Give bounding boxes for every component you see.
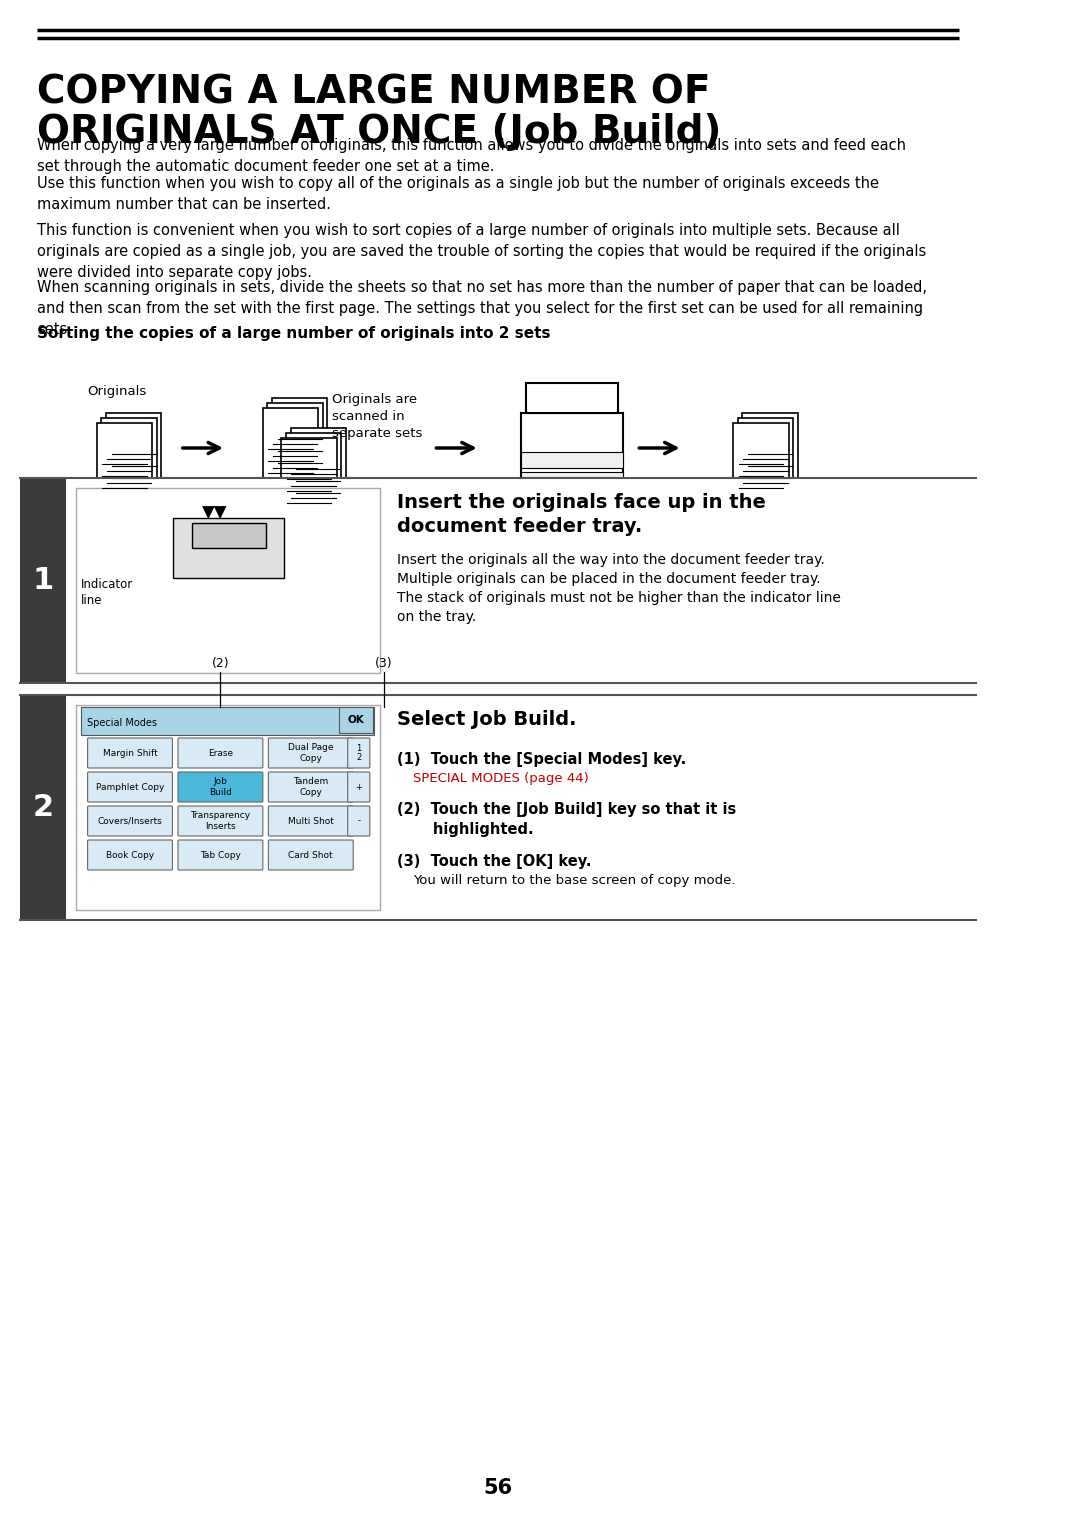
Bar xyxy=(21,695,66,920)
FancyBboxPatch shape xyxy=(733,423,788,503)
Text: You will return to the base screen of copy mode.: You will return to the base screen of co… xyxy=(414,874,735,886)
FancyBboxPatch shape xyxy=(178,840,262,869)
FancyBboxPatch shape xyxy=(268,738,353,769)
Bar xyxy=(339,707,373,733)
FancyBboxPatch shape xyxy=(286,432,341,513)
Text: (1)  Touch the [Special Modes] key.: (1) Touch the [Special Modes] key. xyxy=(396,752,686,767)
FancyBboxPatch shape xyxy=(268,840,353,869)
Text: Job
Build: Job Build xyxy=(208,778,232,796)
FancyBboxPatch shape xyxy=(281,439,337,518)
Bar xyxy=(521,472,622,487)
Text: Transparency
Inserts: Transparency Inserts xyxy=(190,811,251,831)
Text: Tab Copy: Tab Copy xyxy=(200,851,241,859)
Bar xyxy=(76,487,380,672)
Text: Dual Page
Copy: Dual Page Copy xyxy=(288,743,334,762)
Text: 1: 1 xyxy=(32,565,54,594)
Text: When copying a very large number of originals, this function allows you to divid: When copying a very large number of orig… xyxy=(37,138,906,174)
FancyBboxPatch shape xyxy=(738,419,793,498)
FancyBboxPatch shape xyxy=(87,772,173,802)
FancyBboxPatch shape xyxy=(87,738,173,769)
Text: Tandem
Copy: Tandem Copy xyxy=(293,778,328,796)
Text: Use this function when you wish to copy all of the originals as a single job but: Use this function when you wish to copy … xyxy=(37,176,879,212)
Text: Book Copy: Book Copy xyxy=(106,851,154,859)
Text: Sorting the copies of a large number of originals into 2 sets: Sorting the copies of a large number of … xyxy=(37,325,551,341)
Bar xyxy=(521,413,622,513)
Text: This function is convenient when you wish to sort copies of a large number of or: This function is convenient when you wis… xyxy=(37,223,927,280)
Text: (3)  Touch the [OK] key.: (3) Touch the [OK] key. xyxy=(396,854,591,869)
Text: 2: 2 xyxy=(32,793,54,822)
Text: Card Shot: Card Shot xyxy=(288,851,333,859)
Bar xyxy=(66,695,930,920)
Text: -: - xyxy=(357,816,361,825)
Text: +: + xyxy=(355,782,362,792)
Bar xyxy=(526,384,618,413)
FancyBboxPatch shape xyxy=(97,423,152,503)
Text: (2)  Touch the [Job Build] key so that it is
       highlighted.: (2) Touch the [Job Build] key so that it… xyxy=(396,802,735,837)
Text: (2): (2) xyxy=(212,657,229,669)
Text: Indicator
line: Indicator line xyxy=(81,578,134,607)
FancyBboxPatch shape xyxy=(348,738,369,769)
Text: COPYING A LARGE NUMBER OF: COPYING A LARGE NUMBER OF xyxy=(37,73,711,112)
FancyBboxPatch shape xyxy=(742,413,798,494)
FancyBboxPatch shape xyxy=(348,805,369,836)
Text: Select Job Build.: Select Job Build. xyxy=(396,711,576,729)
FancyBboxPatch shape xyxy=(102,419,157,498)
FancyBboxPatch shape xyxy=(268,403,323,483)
FancyBboxPatch shape xyxy=(178,805,262,836)
Text: Insert the originals face up in the
document feeder tray.: Insert the originals face up in the docu… xyxy=(396,494,766,536)
FancyBboxPatch shape xyxy=(178,772,262,802)
FancyBboxPatch shape xyxy=(291,428,346,507)
FancyBboxPatch shape xyxy=(87,840,173,869)
FancyBboxPatch shape xyxy=(268,772,353,802)
Bar xyxy=(174,518,284,578)
Text: 1
2: 1 2 xyxy=(356,744,362,762)
FancyBboxPatch shape xyxy=(106,413,161,494)
Text: (3): (3) xyxy=(375,657,392,669)
Text: Originals are
scanned in
separate sets: Originals are scanned in separate sets xyxy=(332,393,422,440)
FancyBboxPatch shape xyxy=(268,805,353,836)
Text: ORIGINALS AT ONCE (Job Build): ORIGINALS AT ONCE (Job Build) xyxy=(37,113,721,151)
Text: Covers/Inserts: Covers/Inserts xyxy=(97,816,162,825)
Text: Insert the originals all the way into the document feeder tray.
Multiple origina: Insert the originals all the way into th… xyxy=(396,553,840,623)
Bar xyxy=(76,704,380,911)
Text: ▼▼: ▼▼ xyxy=(202,504,228,523)
Text: Margin Shift: Margin Shift xyxy=(103,749,158,758)
Text: When scanning originals in sets, divide the sheets so that no set has more than : When scanning originals in sets, divide … xyxy=(37,280,927,338)
Text: Multi Shot: Multi Shot xyxy=(288,816,334,825)
FancyBboxPatch shape xyxy=(87,805,173,836)
Bar xyxy=(81,707,375,735)
Text: 56: 56 xyxy=(484,1478,513,1497)
Bar xyxy=(66,478,930,683)
FancyBboxPatch shape xyxy=(348,772,369,802)
Bar xyxy=(521,452,622,468)
Text: Erase: Erase xyxy=(207,749,233,758)
Text: Pamphlet Copy: Pamphlet Copy xyxy=(96,782,164,792)
FancyBboxPatch shape xyxy=(272,397,327,478)
Bar xyxy=(21,478,66,683)
Text: OK: OK xyxy=(348,715,364,724)
FancyBboxPatch shape xyxy=(262,408,319,487)
Text: SPECIAL MODES (page 44): SPECIAL MODES (page 44) xyxy=(414,772,589,785)
FancyBboxPatch shape xyxy=(178,738,262,769)
Bar xyxy=(192,523,266,549)
Text: Special Modes: Special Modes xyxy=(86,718,157,727)
Text: Originals: Originals xyxy=(87,385,147,397)
